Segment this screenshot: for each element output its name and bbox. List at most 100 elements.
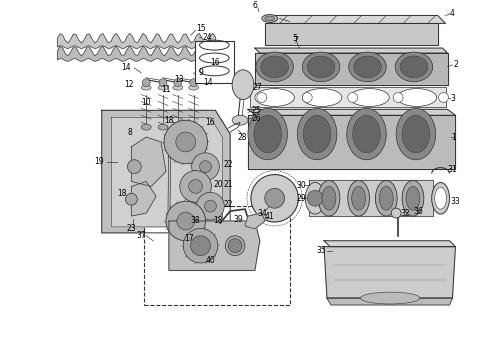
Polygon shape — [112, 117, 222, 227]
Text: 6: 6 — [252, 1, 257, 10]
Ellipse shape — [348, 180, 369, 216]
Circle shape — [176, 132, 196, 152]
Ellipse shape — [232, 115, 248, 125]
Text: 22: 22 — [223, 160, 233, 169]
Ellipse shape — [189, 124, 198, 130]
Circle shape — [196, 192, 224, 220]
Ellipse shape — [302, 89, 342, 107]
Circle shape — [159, 79, 167, 87]
Polygon shape — [324, 241, 455, 247]
Circle shape — [166, 201, 205, 241]
Ellipse shape — [183, 228, 218, 263]
Ellipse shape — [189, 85, 198, 90]
Polygon shape — [248, 115, 455, 168]
Text: 21: 21 — [223, 180, 233, 189]
Text: 15: 15 — [196, 24, 205, 33]
Text: 8: 8 — [127, 127, 132, 136]
Text: 26: 26 — [251, 114, 261, 123]
Ellipse shape — [141, 85, 151, 90]
Ellipse shape — [349, 52, 386, 82]
Polygon shape — [265, 23, 438, 45]
Circle shape — [391, 208, 401, 218]
Text: 18: 18 — [164, 116, 173, 125]
Ellipse shape — [261, 56, 289, 78]
Text: 19: 19 — [94, 157, 103, 166]
Text: 35: 35 — [316, 246, 326, 255]
Text: 33: 33 — [450, 197, 460, 206]
Circle shape — [204, 200, 217, 212]
Polygon shape — [265, 15, 445, 23]
Text: 38: 38 — [191, 216, 200, 225]
Ellipse shape — [402, 180, 424, 216]
Text: 4: 4 — [450, 9, 455, 18]
Ellipse shape — [158, 85, 168, 90]
Polygon shape — [131, 137, 166, 186]
Text: 11: 11 — [161, 85, 171, 94]
Text: 37: 37 — [136, 231, 146, 240]
Polygon shape — [57, 33, 216, 49]
Polygon shape — [131, 181, 156, 216]
Text: 17: 17 — [184, 234, 194, 243]
Circle shape — [192, 153, 220, 180]
Polygon shape — [309, 180, 433, 216]
Ellipse shape — [347, 108, 386, 160]
Circle shape — [265, 188, 285, 208]
Polygon shape — [250, 87, 445, 107]
Circle shape — [199, 161, 211, 172]
Circle shape — [127, 160, 141, 174]
Text: 28: 28 — [237, 132, 247, 141]
Ellipse shape — [400, 56, 428, 78]
Text: 3: 3 — [450, 94, 455, 103]
Ellipse shape — [225, 236, 245, 256]
Ellipse shape — [375, 180, 397, 216]
Ellipse shape — [318, 180, 340, 216]
Ellipse shape — [432, 183, 449, 214]
Polygon shape — [102, 111, 230, 233]
Ellipse shape — [265, 16, 274, 21]
Ellipse shape — [303, 115, 331, 153]
Text: 23: 23 — [126, 224, 136, 233]
Ellipse shape — [297, 108, 337, 160]
Ellipse shape — [379, 186, 393, 210]
Circle shape — [164, 120, 207, 164]
Ellipse shape — [141, 124, 151, 130]
Ellipse shape — [354, 56, 381, 78]
Text: 7: 7 — [293, 36, 298, 45]
Text: 12: 12 — [124, 80, 134, 89]
Polygon shape — [57, 46, 216, 62]
Circle shape — [190, 79, 197, 87]
Ellipse shape — [255, 89, 294, 107]
Text: 31: 31 — [448, 165, 457, 174]
Circle shape — [189, 180, 202, 193]
Circle shape — [307, 190, 323, 206]
Ellipse shape — [396, 108, 436, 160]
Circle shape — [180, 171, 211, 202]
Text: 34: 34 — [257, 208, 267, 217]
Ellipse shape — [173, 124, 183, 130]
Text: 40: 40 — [205, 256, 215, 265]
Circle shape — [302, 93, 312, 103]
Bar — [195, 41, 234, 83]
Text: 24: 24 — [203, 33, 212, 42]
Polygon shape — [327, 298, 452, 305]
Circle shape — [125, 193, 137, 205]
Ellipse shape — [435, 188, 446, 209]
Text: 27: 27 — [252, 83, 262, 92]
Text: 18: 18 — [214, 216, 223, 225]
Ellipse shape — [397, 89, 437, 107]
Text: 13: 13 — [174, 75, 184, 84]
Text: 29: 29 — [296, 194, 306, 203]
Ellipse shape — [254, 115, 282, 153]
Text: 14: 14 — [204, 78, 213, 87]
Circle shape — [439, 93, 448, 103]
Ellipse shape — [402, 115, 430, 153]
Text: 16: 16 — [206, 118, 215, 127]
Ellipse shape — [232, 70, 254, 99]
Ellipse shape — [322, 186, 336, 210]
Text: 9: 9 — [198, 68, 203, 77]
Circle shape — [191, 236, 210, 256]
Text: 16: 16 — [211, 58, 220, 67]
Ellipse shape — [173, 85, 183, 90]
Circle shape — [174, 79, 182, 87]
Circle shape — [177, 212, 195, 230]
